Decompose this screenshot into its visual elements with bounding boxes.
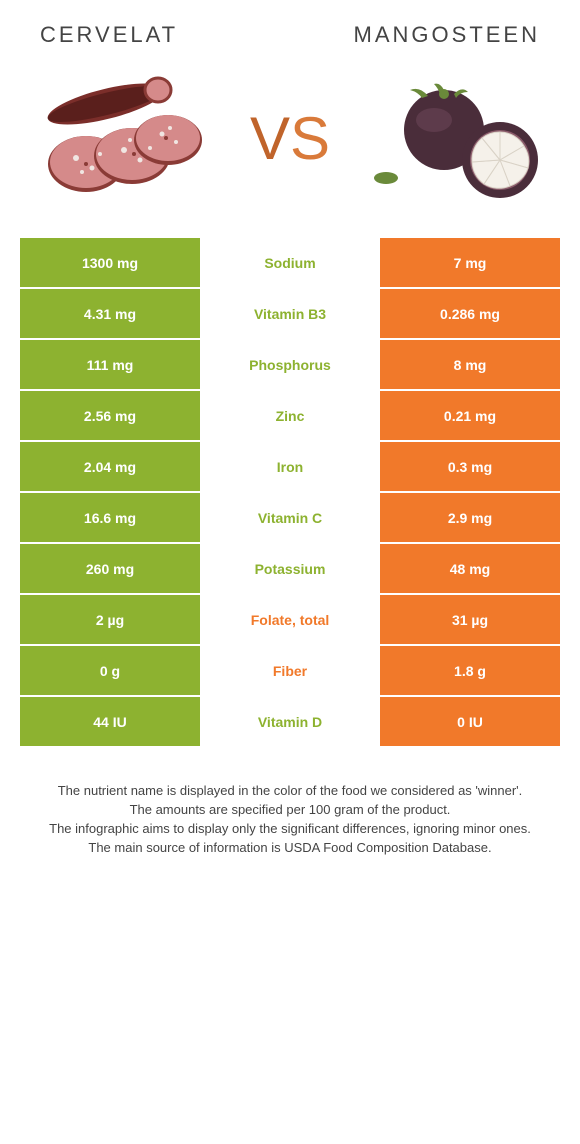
right-value: 31 µg [380, 595, 560, 644]
left-food-title: Cervelat [40, 22, 178, 48]
nutrient-name: Vitamin D [200, 697, 380, 746]
footer-line: The main source of information is USDA F… [30, 839, 550, 858]
right-value: 48 mg [380, 544, 560, 593]
nutrient-table: 1300 mgSodium7 mg4.31 mgVitamin B30.286 … [20, 238, 560, 746]
footer-line: The amounts are specified per 100 gram o… [30, 801, 550, 820]
infographic-container: Cervelat Mangosteen [0, 0, 580, 857]
footer-notes: The nutrient name is displayed in the co… [30, 782, 550, 857]
right-value: 0 IU [380, 697, 560, 746]
right-food-title: Mangosteen [354, 22, 540, 48]
left-value: 1300 mg [20, 238, 200, 287]
nutrient-name: Zinc [200, 391, 380, 440]
table-row: 0 gFiber1.8 g [20, 646, 560, 695]
table-row: 44 IUVitamin D0 IU [20, 697, 560, 746]
left-value: 4.31 mg [20, 289, 200, 338]
right-value: 7 mg [380, 238, 560, 287]
left-value: 2 µg [20, 595, 200, 644]
nutrient-name: Fiber [200, 646, 380, 695]
left-value: 16.6 mg [20, 493, 200, 542]
cervelat-illustration [30, 68, 210, 208]
left-value: 2.56 mg [20, 391, 200, 440]
right-value: 8 mg [380, 340, 560, 389]
right-value: 0.21 mg [380, 391, 560, 440]
table-row: 4.31 mgVitamin B30.286 mg [20, 289, 560, 338]
table-row: 1300 mgSodium7 mg [20, 238, 560, 287]
vs-s: S [290, 104, 330, 173]
table-row: 2.04 mgIron0.3 mg [20, 442, 560, 491]
left-value: 0 g [20, 646, 200, 695]
nutrient-name: Vitamin B3 [200, 289, 380, 338]
table-row: 2 µgFolate, total31 µg [20, 595, 560, 644]
table-row: 16.6 mgVitamin C2.9 mg [20, 493, 560, 542]
right-value: 0.3 mg [380, 442, 560, 491]
nutrient-name: Potassium [200, 544, 380, 593]
left-value: 44 IU [20, 697, 200, 746]
mangosteen-illustration [370, 68, 550, 208]
vs-row: VS [0, 58, 580, 228]
right-value: 1.8 g [380, 646, 560, 695]
nutrient-name: Iron [200, 442, 380, 491]
header: Cervelat Mangosteen [0, 0, 580, 58]
right-value: 0.286 mg [380, 289, 560, 338]
right-value: 2.9 mg [380, 493, 560, 542]
table-row: 260 mgPotassium48 mg [20, 544, 560, 593]
nutrient-name: Sodium [200, 238, 380, 287]
vs-label: VS [250, 104, 330, 173]
vs-v: V [250, 104, 290, 173]
footer-line: The infographic aims to display only the… [30, 820, 550, 839]
left-value: 2.04 mg [20, 442, 200, 491]
nutrient-name: Vitamin C [200, 493, 380, 542]
footer-line: The nutrient name is displayed in the co… [30, 782, 550, 801]
left-value: 111 mg [20, 340, 200, 389]
table-row: 111 mgPhosphorus8 mg [20, 340, 560, 389]
left-value: 260 mg [20, 544, 200, 593]
nutrient-name: Folate, total [200, 595, 380, 644]
table-row: 2.56 mgZinc0.21 mg [20, 391, 560, 440]
nutrient-name: Phosphorus [200, 340, 380, 389]
